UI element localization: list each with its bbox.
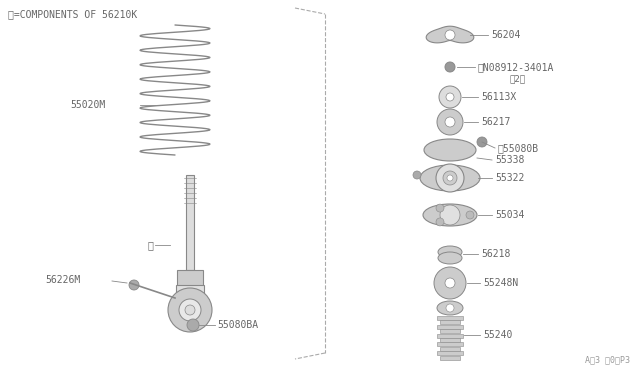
Text: 56217: 56217 (481, 117, 510, 127)
Circle shape (185, 305, 195, 315)
Circle shape (129, 280, 139, 290)
Text: 55020M: 55020M (70, 100, 105, 110)
Text: 55034: 55034 (495, 210, 524, 220)
Circle shape (446, 304, 454, 312)
Text: 56204: 56204 (491, 30, 520, 40)
Circle shape (443, 171, 457, 185)
Ellipse shape (438, 246, 462, 258)
Bar (437, 351, 463, 355)
Circle shape (477, 137, 487, 147)
Polygon shape (426, 26, 474, 43)
Circle shape (445, 30, 455, 40)
Circle shape (168, 288, 212, 332)
Bar (181, 288, 199, 300)
Bar (440, 320, 460, 324)
Bar (437, 325, 463, 329)
Ellipse shape (420, 165, 480, 191)
Circle shape (445, 278, 455, 288)
Circle shape (445, 117, 455, 127)
Text: 56218: 56218 (481, 249, 510, 259)
Bar (440, 356, 460, 360)
Circle shape (445, 62, 455, 72)
Circle shape (446, 93, 454, 101)
Text: 55240: 55240 (483, 330, 513, 340)
Bar (437, 342, 463, 346)
Ellipse shape (423, 204, 477, 226)
Text: ※: ※ (147, 240, 153, 250)
Text: ※55080B: ※55080B (497, 143, 538, 153)
Circle shape (436, 164, 464, 192)
Circle shape (436, 218, 444, 226)
Text: 56226M: 56226M (45, 275, 80, 285)
Circle shape (179, 299, 201, 321)
Bar (440, 329, 460, 333)
Circle shape (413, 171, 421, 179)
Circle shape (437, 109, 463, 135)
Circle shape (436, 204, 444, 212)
Text: A：3 ※0：P3: A：3 ※0：P3 (585, 356, 630, 365)
Bar (437, 334, 463, 337)
Circle shape (434, 267, 466, 299)
Bar (186, 175, 194, 270)
Text: 55248N: 55248N (483, 278, 518, 288)
Circle shape (187, 319, 199, 331)
Bar (177, 270, 203, 288)
Text: 55322: 55322 (495, 173, 524, 183)
Ellipse shape (437, 301, 463, 315)
Circle shape (439, 86, 461, 108)
Circle shape (466, 211, 474, 219)
Ellipse shape (424, 139, 476, 161)
Bar (440, 338, 460, 342)
Bar (176, 285, 204, 300)
Ellipse shape (438, 252, 462, 264)
Bar (440, 347, 460, 351)
Text: ※=COMPONENTS OF 56210K: ※=COMPONENTS OF 56210K (8, 9, 137, 19)
Circle shape (447, 175, 453, 181)
Text: 55338: 55338 (495, 155, 524, 165)
Text: 56113X: 56113X (481, 92, 516, 102)
Text: 55080BA: 55080BA (217, 320, 258, 330)
Circle shape (440, 205, 460, 225)
Text: ※N08912-3401A: ※N08912-3401A (478, 62, 554, 72)
Text: （2）: （2） (510, 74, 526, 83)
Bar (437, 316, 463, 320)
